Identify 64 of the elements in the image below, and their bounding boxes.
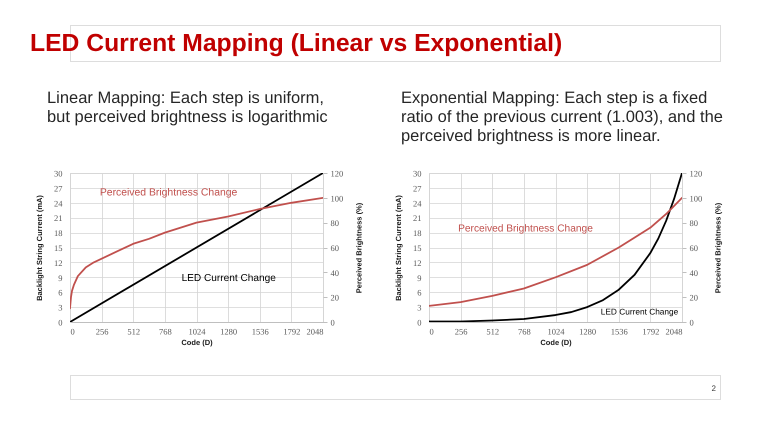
x-tick-label: 256 — [454, 326, 468, 336]
x-tick-label: 2048 — [666, 326, 682, 336]
x-tick-label: 1536 — [252, 326, 269, 336]
y2-tick-label: 40 — [330, 268, 339, 278]
y-tick-label: 6 — [58, 288, 62, 298]
y-tick-label: 0 — [417, 318, 422, 328]
x-tick-label: 256 — [96, 326, 108, 336]
y-tick-label: 9 — [417, 272, 422, 283]
y-tick-label: 0 — [58, 318, 62, 328]
y2-tick-label: 0 — [690, 318, 694, 328]
y2-tick-label: 100 — [690, 193, 702, 204]
y-tick-label: 24 — [54, 198, 64, 208]
x-tick-label: 1280 — [579, 326, 596, 336]
y-tick-label: 27 — [413, 183, 422, 194]
y2-tick-label: 20 — [690, 292, 698, 303]
y2-tick-label: 80 — [690, 218, 698, 228]
y2-tick-label: 60 — [330, 243, 339, 253]
x-tick-label: 1280 — [220, 326, 238, 336]
x-tick-label: 1024 — [548, 326, 566, 336]
y2-tick-label: 0 — [330, 318, 335, 328]
y-tick-label: 24 — [413, 198, 422, 208]
y-tick-label: 15 — [413, 243, 422, 253]
series-label: LED Current Change — [182, 273, 276, 284]
y-tick-label: 30 — [54, 168, 62, 178]
x-tick-label: 1792 — [283, 326, 300, 336]
y2-tick-label: 60 — [690, 243, 698, 253]
text: 2 — [712, 384, 717, 393]
y2-tick-label: 100 — [330, 193, 344, 204]
y2-tick-label: 20 — [330, 292, 339, 303]
chart-title: Linear Mapping: Each step is uniform, but perceived brightness is logarithmic — [47, 89, 328, 126]
chart-title: Exponential Mapping: Each step is a fixed ratio of the previous current (1.003), and the perceived brightness is more linear. — [401, 89, 723, 145]
y2-tick-label: 120 — [690, 168, 702, 178]
y-tick-label: 12 — [413, 258, 422, 268]
y-tick-label: 27 — [54, 183, 62, 194]
y-tick-label: 3 — [58, 302, 62, 313]
line-series — [70, 196, 323, 310]
y2-tick-label: 80 — [330, 218, 339, 228]
y-tick-label: 21 — [54, 213, 62, 224]
x-tick-label: 1792 — [642, 326, 660, 336]
y2-tick-label: 40 — [690, 268, 698, 278]
x-tick-label: 768 — [159, 326, 172, 336]
text: LED Current Mapping (Linear vs Exponential) — [30, 30, 562, 57]
x-tick-label: 1024 — [188, 326, 206, 336]
y-tick-label: 9 — [58, 272, 62, 283]
y-tick-label: 18 — [54, 228, 62, 238]
line-series — [429, 196, 682, 307]
text: Perceived Brightness Change — [458, 224, 594, 235]
y-tick-label: 15 — [54, 243, 62, 253]
x-tick-label: 2048 — [306, 326, 324, 336]
y2-tick-label: 120 — [330, 168, 344, 178]
x-tick-label: 512 — [486, 326, 500, 336]
series-label: LED Current Change — [600, 306, 679, 317]
y-tick-label: 21 — [413, 213, 422, 224]
x-tick-label: 1536 — [610, 326, 628, 336]
y-tick-label: 6 — [417, 288, 422, 298]
x-tick-label: 768 — [518, 326, 531, 336]
y-tick-label: 30 — [413, 168, 422, 178]
x-tick-label: 512 — [127, 326, 140, 336]
series-label: Perceived Brightness Change — [100, 187, 238, 198]
x-tick-label: 0 — [430, 326, 434, 336]
y-tick-label: 12 — [54, 258, 62, 268]
x-tick-label: 0 — [70, 326, 75, 336]
y-tick-label: 18 — [413, 228, 422, 238]
y-tick-label: 3 — [417, 302, 422, 313]
